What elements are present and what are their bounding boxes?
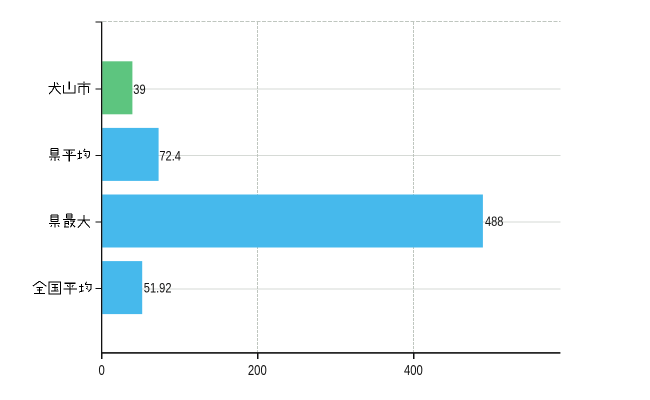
svg-text:51.92: 51.92 <box>144 280 172 295</box>
svg-text:488: 488 <box>485 214 504 229</box>
svg-text:72.4: 72.4 <box>159 148 181 163</box>
svg-text:400: 400 <box>404 362 423 379</box>
svg-text:0: 0 <box>99 362 105 379</box>
svg-text:200: 200 <box>248 362 267 379</box>
svg-text:39: 39 <box>133 82 145 97</box>
